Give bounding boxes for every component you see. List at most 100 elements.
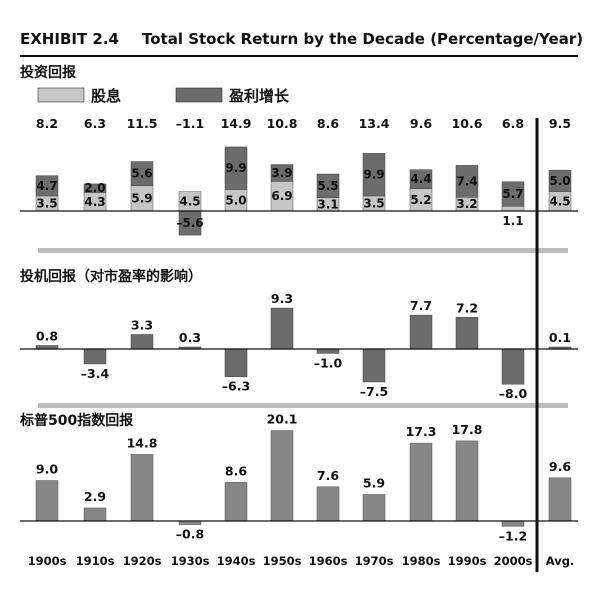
sp500-bar <box>130 454 154 522</box>
speculative-value-label: –1.0 <box>314 355 343 370</box>
speculative-bar <box>501 348 525 385</box>
speculative-value-label: 3.3 <box>131 317 153 332</box>
sp500-value-label: 5.9 <box>363 475 385 490</box>
sp500-value-label: 2.9 <box>84 489 106 504</box>
total-return-label: 8.2 <box>36 116 58 131</box>
speculative-bar <box>316 348 340 354</box>
panel-title-speculative: 投机回报（对市盈率的影响） <box>20 268 202 285</box>
total-return-label: 14.9 <box>221 116 252 131</box>
sp500-value-label: 9.6 <box>549 459 571 474</box>
earnings-bar <box>455 165 479 198</box>
total-return-label: 13.4 <box>359 116 390 131</box>
separator-2 <box>38 403 568 408</box>
sp500-value-label: 8.6 <box>225 463 247 478</box>
speculative-value-label: –8.0 <box>499 386 528 401</box>
earnings-bar <box>270 164 294 182</box>
legend-earnings-label: 盈利增长 <box>228 87 290 105</box>
total-return-label: 10.8 <box>267 116 298 131</box>
sp500-value-label: 17.3 <box>406 424 437 439</box>
sp500-bar <box>83 507 107 522</box>
total-return-label: 9.6 <box>410 116 432 131</box>
earnings-label: 3.9 <box>271 166 292 180</box>
x-tick-label: 1940s <box>217 554 256 568</box>
total-return-label: 11.5 <box>127 116 158 131</box>
earnings-bar <box>501 181 525 207</box>
speculative-bar <box>455 317 479 350</box>
speculative-value-label: 0.1 <box>549 330 571 345</box>
earnings-label: 4.7 <box>36 179 57 193</box>
panel-title-investment: 投资回报 <box>20 64 76 81</box>
dividend-label: 3.2 <box>456 197 477 211</box>
x-tick-label: 1980s <box>402 554 441 568</box>
speculative-value-label: 0.8 <box>36 328 58 343</box>
dividend-label: 6.9 <box>271 189 292 203</box>
sp500-value-label: 17.8 <box>452 422 483 437</box>
speculative-value-label: –6.3 <box>222 379 250 394</box>
exhibit-title: Total Stock Return by the Decade (Percen… <box>142 30 583 48</box>
x-tick-label: Avg. <box>546 554 575 568</box>
earnings-bar <box>130 161 154 186</box>
speculative-value-label: –3.4 <box>81 366 110 381</box>
dividend-bar <box>501 206 525 212</box>
sp500-bar <box>548 477 572 522</box>
sp500-value-label: –0.8 <box>176 527 204 542</box>
speculative-bar <box>224 348 248 377</box>
exhibit-number: EXHIBIT 2.4 <box>20 30 119 48</box>
earnings-bar <box>548 169 572 192</box>
speculative-bar <box>362 348 386 383</box>
x-tick-label: 1920s <box>123 554 162 568</box>
earnings-bar <box>83 183 107 193</box>
earnings-label: 4.4 <box>410 172 431 186</box>
earnings-bar <box>316 173 340 198</box>
legend-dividend-label: 股息 <box>91 87 121 105</box>
x-tick-label: 1930s <box>171 554 210 568</box>
legend-dividend-swatch <box>37 87 85 103</box>
x-tick-label: 1900s <box>28 554 67 568</box>
sp500-bar <box>316 486 340 522</box>
speculative-value-label: 7.7 <box>410 298 432 313</box>
sp500-value-label: 14.8 <box>127 435 158 450</box>
speculative-bar <box>270 307 294 350</box>
earnings-label: 5.0 <box>549 174 570 188</box>
x-tick-label: 2000s <box>494 554 533 568</box>
total-return-label: 8.6 <box>317 116 339 131</box>
speculative-bar <box>83 348 107 365</box>
dividend-label: 5.2 <box>410 193 431 207</box>
earnings-label: 5.7 <box>502 187 523 201</box>
total-return-label: 6.8 <box>502 116 524 131</box>
earnings-bar <box>362 153 386 197</box>
separator-1 <box>38 248 568 253</box>
sp500-value-label: 20.1 <box>267 412 298 427</box>
dividend-label: 4.3 <box>84 195 105 209</box>
speculative-bar <box>130 334 154 350</box>
total-return-label: 10.6 <box>452 116 483 131</box>
speculative-value-label: 9.3 <box>271 291 293 306</box>
chart-marks: 3.5 4.7 8.2 4.32.0 6.3 5.9 5.6 11.5 4.5 –5.6 –1.1 5… <box>20 116 578 572</box>
x-tick-label: 1950s <box>263 554 302 568</box>
total-return-label: 6.3 <box>84 116 106 131</box>
earnings-label: 5.5 <box>317 179 338 193</box>
dividend-label: 4.5 <box>179 194 200 208</box>
sp500-bar <box>362 494 386 522</box>
legend-earnings-swatch <box>175 87 223 103</box>
sp500-bar <box>455 440 479 522</box>
earnings-label: 5.6 <box>131 167 152 181</box>
dividend-label: 4.5 <box>549 194 570 208</box>
dividend-label: 3.5 <box>36 196 57 210</box>
sp500-bar <box>270 430 294 522</box>
speculative-value-label: 7.2 <box>456 300 478 315</box>
total-return-label: 9.5 <box>549 116 571 131</box>
earnings-bar <box>35 175 59 197</box>
sp500-bar <box>501 520 525 527</box>
x-tick-label: 1970s <box>355 554 394 568</box>
earnings-label: 9.9 <box>225 161 246 175</box>
x-tick-label: 1960s <box>309 554 348 568</box>
speculative-value-label: –7.5 <box>360 384 388 399</box>
sp500-bar <box>35 480 59 522</box>
sp500-value-label: 7.6 <box>317 468 339 483</box>
dividend-label: 3.5 <box>363 196 384 210</box>
earnings-label: 2.0 <box>84 181 105 195</box>
dividend-label: 3.1 <box>317 197 338 211</box>
sp500-value-label: 9.0 <box>36 462 58 477</box>
